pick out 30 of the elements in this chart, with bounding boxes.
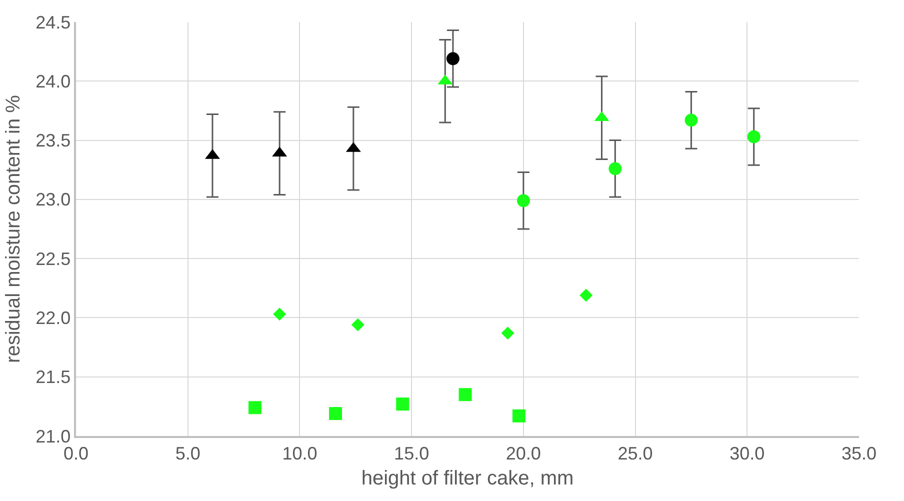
point bbox=[273, 308, 286, 321]
point bbox=[351, 318, 364, 332]
x-axis-title: height of filter cake, mm bbox=[361, 467, 574, 490]
x-tick-label: 10.0 bbox=[282, 443, 318, 464]
point bbox=[501, 326, 514, 340]
y-tick-label: 21.5 bbox=[36, 367, 71, 388]
y-tick-label: 23.5 bbox=[36, 130, 71, 151]
x-tick-label: 15.0 bbox=[394, 443, 430, 464]
x-tick-label: 25.0 bbox=[618, 443, 653, 464]
point bbox=[458, 388, 472, 402]
x-tick-label: 5.0 bbox=[175, 443, 200, 464]
point bbox=[684, 114, 698, 127]
point bbox=[580, 288, 593, 302]
point bbox=[512, 409, 526, 422]
y-tick-label: 22.0 bbox=[36, 308, 71, 328]
point bbox=[747, 130, 760, 144]
y-axis-title: residual moisture content in % bbox=[2, 94, 25, 363]
y-tick-label: 22.5 bbox=[36, 248, 71, 269]
point bbox=[329, 407, 342, 420]
x-tick-label: 35.0 bbox=[841, 443, 877, 464]
x-tick-label: 30.0 bbox=[730, 443, 765, 464]
point bbox=[446, 52, 460, 66]
point bbox=[396, 398, 410, 411]
y-tick-label: 23.0 bbox=[36, 190, 71, 210]
y-tick-label: 24.5 bbox=[36, 12, 71, 32]
x-tick-label: 20.0 bbox=[506, 443, 541, 464]
point bbox=[516, 194, 530, 208]
y-tick-label: 24.0 bbox=[36, 71, 71, 92]
point bbox=[608, 162, 622, 176]
point bbox=[248, 401, 262, 414]
